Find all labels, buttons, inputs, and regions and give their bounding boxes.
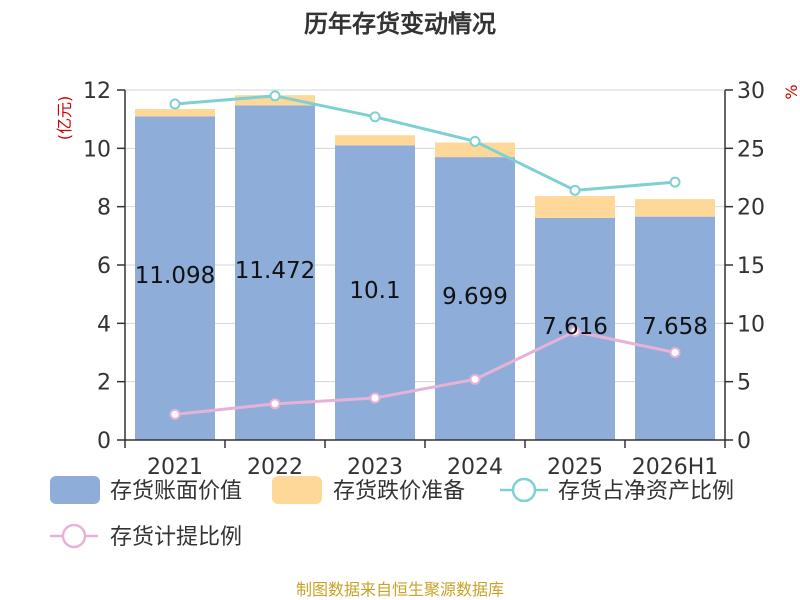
x-tick-label: 2025 bbox=[547, 455, 603, 480]
left-tick-label: 2 bbox=[97, 371, 111, 396]
right-axis-unit: % bbox=[782, 84, 800, 99]
point-inventory-net-asset-ratio bbox=[169, 98, 181, 110]
legend-marker-inventory-net-asset-ratio bbox=[511, 477, 537, 503]
left-tick-label: 8 bbox=[97, 196, 111, 221]
point-inventory-net-asset-ratio bbox=[669, 176, 681, 188]
bar-inventory-impairment bbox=[635, 199, 715, 217]
left-tick-label: 0 bbox=[97, 429, 111, 454]
left-tick-label: 4 bbox=[97, 312, 111, 337]
point-inventory-net-asset-ratio bbox=[269, 90, 281, 102]
bar-inventory-book-value bbox=[235, 105, 315, 441]
bar-inventory-book-value bbox=[135, 116, 215, 440]
legend-item-inventory-impairment[interactable]: 存货跌价准备 bbox=[272, 476, 465, 504]
bars bbox=[135, 95, 715, 441]
point-inventory-provision-ratio bbox=[169, 408, 181, 420]
right-tick-label: 10 bbox=[737, 312, 765, 337]
left-tick-label: 10 bbox=[83, 137, 111, 162]
right-tick-label: 25 bbox=[737, 137, 765, 162]
legend-item-inventory-provision-ratio[interactable]: 存货计提比例 bbox=[50, 523, 242, 550]
point-inventory-provision-ratio bbox=[269, 398, 281, 410]
source-note: 制图数据来自恒生聚源数据库 bbox=[296, 580, 504, 599]
legend-marker-inventory-provision-ratio bbox=[61, 523, 87, 549]
bar-inventory-impairment bbox=[535, 195, 615, 218]
point-inventory-net-asset-ratio bbox=[369, 111, 381, 123]
left-tick-label: 12 bbox=[83, 79, 111, 104]
right-tick-label: 20 bbox=[737, 196, 765, 221]
bar-inventory-book-value bbox=[435, 157, 515, 441]
legend-label-inventory-provision-ratio: 存货计提比例 bbox=[110, 525, 242, 550]
right-tick-label: 30 bbox=[737, 79, 765, 104]
legend-item-inventory-net-asset-ratio[interactable]: 存货占净资产比例 bbox=[500, 477, 734, 504]
legend-item-inventory-book-value[interactable]: 存货账面价值 bbox=[50, 476, 242, 504]
data-labels: 11.098 11.472 10.1 9.699 7.616 7.658 bbox=[135, 258, 708, 340]
legend-label-inventory-net-asset-ratio: 存货占净资产比例 bbox=[558, 479, 734, 504]
right-tick-label: 5 bbox=[737, 371, 751, 396]
point-inventory-provision-ratio bbox=[369, 392, 381, 404]
right-tick-label: 15 bbox=[737, 254, 765, 279]
data-label-inventory-book-value: 11.472 bbox=[235, 258, 315, 284]
bar-inventory-book-value bbox=[335, 145, 415, 440]
gridlines bbox=[125, 89, 725, 441]
legend-swatch-inventory-impairment bbox=[272, 476, 322, 504]
x-tick-label: 2021 bbox=[147, 455, 203, 480]
x-tick-label: 2024 bbox=[447, 455, 503, 480]
lines bbox=[169, 90, 681, 420]
point-inventory-provision-ratio bbox=[469, 373, 481, 385]
bar-inventory-impairment bbox=[135, 109, 215, 117]
legend-swatch-inventory-book-value bbox=[50, 476, 100, 504]
bar-inventory-impairment bbox=[335, 135, 415, 146]
legend-label-inventory-book-value: 存货账面价值 bbox=[110, 479, 242, 504]
point-inventory-net-asset-ratio bbox=[469, 135, 481, 147]
x-tick-label: 2023 bbox=[347, 455, 403, 480]
chart-title: 历年存货变动情况 bbox=[304, 10, 496, 38]
data-label-inventory-book-value: 10.1 bbox=[349, 278, 400, 304]
x-tick-label: 2026H1 bbox=[632, 455, 719, 480]
legend: 存货账面价值 存货跌价准备 存货占净资产比例 存货计提比例 bbox=[50, 476, 734, 550]
x-tick-label: 2022 bbox=[247, 455, 303, 480]
line-inventory-net-asset-ratio bbox=[174, 94, 676, 192]
bar-inventory-book-value bbox=[635, 216, 715, 440]
point-inventory-provision-ratio bbox=[669, 347, 681, 358]
left-axis-unit: (亿元) bbox=[55, 96, 74, 141]
legend-label-inventory-impairment: 存货跌价准备 bbox=[333, 479, 465, 504]
line-inventory-provision-ratio bbox=[174, 329, 676, 416]
point-inventory-net-asset-ratio bbox=[569, 184, 581, 196]
point-inventory-provision-ratio bbox=[569, 326, 581, 337]
data-label-inventory-book-value: 11.098 bbox=[135, 263, 215, 289]
left-tick-label: 6 bbox=[97, 254, 111, 279]
bar-inventory-impairment bbox=[435, 142, 515, 158]
right-tick-label: 0 bbox=[737, 429, 751, 454]
data-label-inventory-book-value: 7.616 bbox=[542, 314, 608, 340]
data-label-inventory-book-value: 7.658 bbox=[642, 314, 708, 340]
data-label-inventory-book-value: 9.699 bbox=[442, 284, 508, 310]
